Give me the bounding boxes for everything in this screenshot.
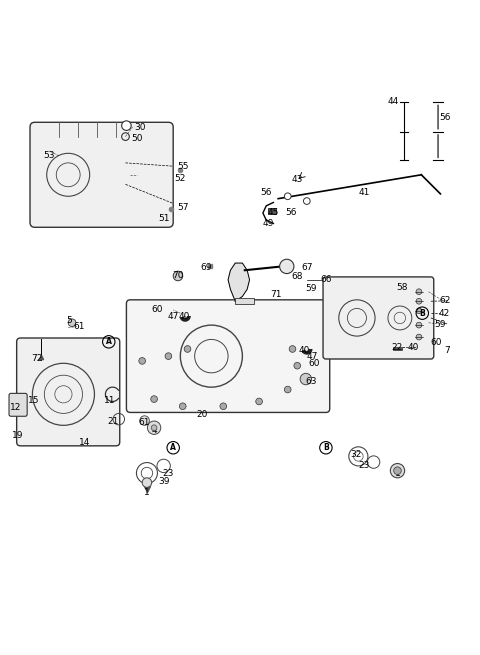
Text: 56: 56 [440,113,451,122]
Text: 68: 68 [291,272,303,281]
Text: 61: 61 [73,322,84,331]
Text: 57: 57 [177,203,189,212]
Text: 42: 42 [439,309,450,318]
Circle shape [151,425,157,430]
Circle shape [165,353,172,360]
Circle shape [151,396,157,402]
Circle shape [280,259,294,274]
Text: 4: 4 [151,426,157,435]
Text: A: A [106,337,112,346]
Circle shape [416,308,422,314]
Text: 62: 62 [440,296,451,305]
Circle shape [142,478,152,487]
Text: 67: 67 [301,263,312,272]
Text: 40: 40 [299,346,310,355]
Circle shape [284,386,291,393]
Polygon shape [228,263,250,301]
Circle shape [147,421,161,434]
Text: 47: 47 [168,312,179,320]
Wedge shape [301,349,312,355]
Circle shape [300,373,312,384]
Text: 23: 23 [163,469,174,478]
Circle shape [139,358,145,364]
FancyBboxPatch shape [126,300,330,413]
Text: 60: 60 [152,305,163,314]
Text: 22: 22 [392,343,403,352]
Circle shape [294,362,300,369]
Text: 56: 56 [285,208,297,217]
Text: 44: 44 [387,97,398,106]
Circle shape [184,346,191,352]
Bar [235,298,254,304]
Text: 43: 43 [291,175,303,184]
Text: 1: 1 [395,468,400,477]
Text: 15: 15 [28,396,39,405]
Text: 45: 45 [268,208,279,217]
Text: A: A [170,443,176,452]
Text: 60: 60 [308,360,320,368]
Text: B: B [420,309,425,318]
Circle shape [121,121,131,130]
Circle shape [173,271,183,281]
Text: 39: 39 [158,477,169,485]
Text: 58: 58 [396,283,408,292]
Text: 40: 40 [179,312,190,320]
FancyBboxPatch shape [323,277,434,359]
Text: B: B [323,443,329,452]
Text: 21: 21 [108,417,119,426]
Circle shape [416,322,422,328]
Bar [268,208,276,214]
Text: 32: 32 [351,451,362,459]
Text: 51: 51 [158,214,169,223]
Text: 1: 1 [144,487,150,496]
FancyBboxPatch shape [9,394,27,417]
Text: 66: 66 [320,275,332,284]
Text: 41: 41 [359,189,370,197]
Text: 53: 53 [43,151,55,160]
Text: 55: 55 [177,162,189,171]
Bar [393,346,402,350]
Circle shape [394,467,401,474]
Text: 19: 19 [12,432,24,440]
Text: 59: 59 [305,284,316,293]
FancyBboxPatch shape [17,338,120,446]
Circle shape [416,334,422,340]
Text: 50: 50 [132,134,143,143]
Circle shape [256,398,263,405]
Circle shape [180,403,186,409]
Circle shape [140,416,149,425]
Text: 47: 47 [307,352,318,361]
Circle shape [289,346,296,352]
Circle shape [390,464,405,478]
Text: 11: 11 [105,396,116,405]
Text: 70: 70 [172,271,184,280]
Circle shape [416,299,422,304]
Text: 69: 69 [201,263,212,272]
Text: 40: 40 [408,343,419,352]
Text: 14: 14 [79,438,91,447]
Text: 49: 49 [263,219,275,229]
Text: 71: 71 [270,290,282,299]
Text: 12: 12 [10,403,22,412]
Circle shape [416,289,422,295]
Text: 59: 59 [435,320,446,329]
Text: 52: 52 [175,174,186,183]
Circle shape [220,403,227,409]
Circle shape [284,193,291,200]
Circle shape [68,319,76,327]
Wedge shape [180,316,191,322]
Text: 61: 61 [139,419,150,428]
Text: 20: 20 [196,410,207,419]
Text: 72: 72 [32,354,43,364]
Text: 23: 23 [359,461,370,470]
Text: 30: 30 [134,122,145,132]
Text: 60: 60 [430,338,442,347]
FancyBboxPatch shape [30,122,173,227]
Text: 5: 5 [66,316,72,326]
Text: 7: 7 [444,346,450,355]
Circle shape [303,198,310,204]
Text: 63: 63 [306,377,317,386]
Text: 56: 56 [261,189,272,197]
